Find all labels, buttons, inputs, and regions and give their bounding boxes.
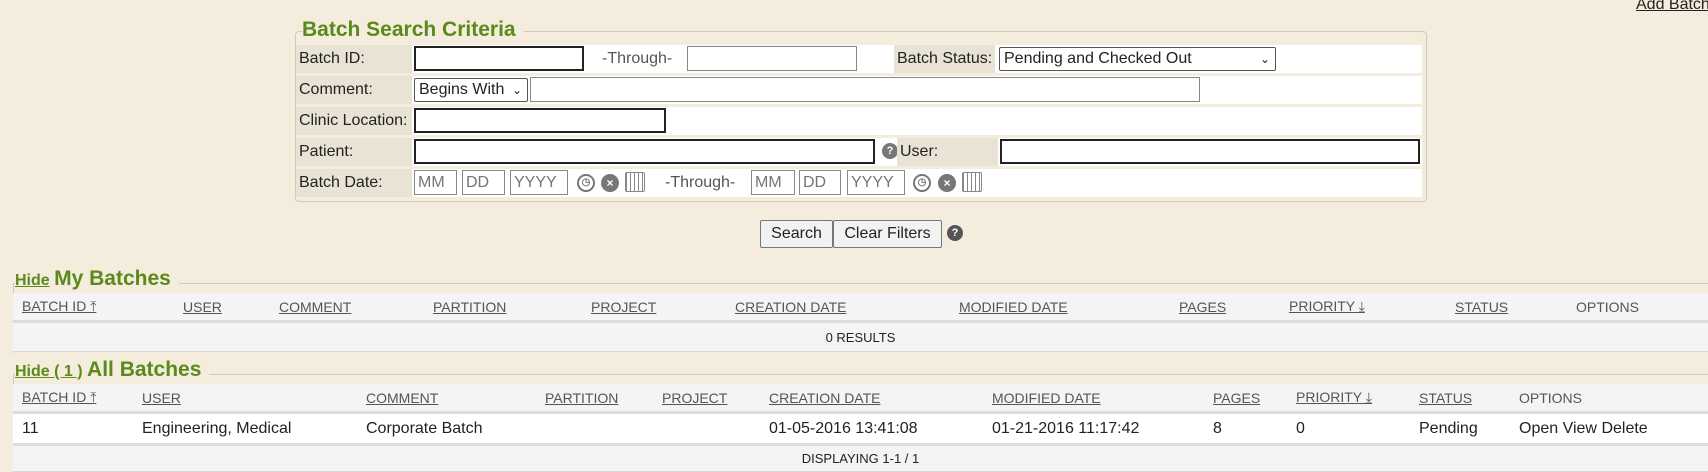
col-creation-date[interactable]: CREATION DATE — [735, 298, 847, 315]
date-to-month[interactable] — [751, 170, 795, 195]
col-partition[interactable]: PARTITION — [545, 389, 619, 406]
table-row: 11 Engineering, Medical Corporate Batch … — [13, 414, 1708, 446]
clear-icon[interactable]: × — [601, 174, 619, 192]
col-modified-date[interactable]: MODIFIED DATE — [959, 298, 1068, 315]
col-user[interactable]: USER — [142, 389, 181, 406]
batch-id-label: Batch ID: — [296, 45, 412, 73]
user-input[interactable] — [1000, 139, 1420, 164]
col-user[interactable]: USER — [183, 298, 222, 315]
cell-priority: 0 — [1296, 419, 1305, 437]
comment-mode-value: Begins With — [419, 81, 505, 98]
all-batches-header: BATCH ID ⤒ USER COMMENT PARTITION PROJEC… — [13, 384, 1708, 414]
clock-icon[interactable]: ◷ — [913, 174, 931, 192]
delete-link[interactable]: Delete — [1601, 419, 1648, 437]
row-batch-date: Batch Date: ◷ × -Through- ◷ × — [296, 169, 1422, 197]
col-pages[interactable]: PAGES — [1179, 298, 1227, 315]
my-batches-legend: Hide My Batches — [15, 267, 179, 291]
clear-filters-button[interactable]: Clear Filters — [833, 220, 942, 248]
date-to-year[interactable] — [847, 170, 905, 195]
row-comment: Comment: Begins With ⌄ — [296, 76, 1422, 104]
all-batches-footer: DISPLAYING 1-1 / 1 — [13, 446, 1708, 472]
col-comment[interactable]: COMMENT — [366, 389, 439, 406]
batch-id-from-input[interactable] — [414, 46, 584, 71]
cell-options: Open View Delete — [1510, 420, 1708, 438]
user-label: User: — [897, 138, 998, 166]
batch-date-label: Batch Date: — [296, 169, 412, 197]
clinic-location-input[interactable] — [414, 108, 666, 133]
batch-search-criteria: Batch Search Criteria Batch ID: -Through… — [295, 18, 1427, 202]
clear-icon[interactable]: × — [938, 174, 956, 192]
col-pages[interactable]: PAGES — [1213, 389, 1261, 406]
col-project[interactable]: PROJECT — [662, 389, 728, 406]
cell-status: Pending — [1419, 419, 1478, 437]
date-from-day[interactable] — [462, 170, 505, 195]
cell-user: Engineering, Medical — [142, 419, 292, 437]
calendar-icon[interactable] — [625, 172, 645, 192]
cell-pages: 8 — [1213, 419, 1222, 437]
col-partition[interactable]: PARTITION — [433, 298, 507, 315]
through-label: -Through- — [602, 50, 673, 67]
cell-creation-date: 01-05-2016 13:41:08 — [769, 419, 918, 437]
chevron-down-icon: ⌄ — [511, 83, 522, 97]
col-status[interactable]: STATUS — [1419, 389, 1473, 406]
date-to-day[interactable] — [799, 170, 841, 195]
comment-input[interactable] — [530, 77, 1200, 102]
pagination-status: DISPLAYING 1-1 / 1 — [801, 451, 920, 466]
help-icon[interactable]: ? — [947, 225, 963, 241]
open-link[interactable]: Open — [1519, 419, 1559, 437]
cell-comment: Corporate Batch — [366, 419, 483, 437]
my-batches-footer: 0 RESULTS — [13, 323, 1708, 352]
calendar-icon[interactable] — [962, 172, 982, 192]
col-batch-id[interactable]: BATCH ID ⤒ — [22, 389, 97, 405]
hide-all-batches-link[interactable]: Hide ( 1 ) — [15, 363, 83, 380]
col-priority[interactable]: PRIORITY ⤓ — [1289, 298, 1365, 314]
comment-label: Comment: — [296, 76, 412, 104]
col-project[interactable]: PROJECT — [591, 298, 657, 315]
criteria-title: Batch Search Criteria — [302, 18, 524, 42]
my-batches-header: BATCH ID ⤒ USER COMMENT PARTITION PROJEC… — [13, 293, 1708, 323]
results-count: 0 RESULTS — [825, 329, 896, 345]
col-batch-id[interactable]: BATCH ID ⤒ — [22, 298, 97, 314]
col-creation-date[interactable]: CREATION DATE — [769, 389, 881, 406]
all-batches-title: All Batches — [87, 358, 202, 381]
batch-id-to-input[interactable] — [687, 46, 857, 71]
cell-modified-date: 01-21-2016 11:17:42 — [992, 419, 1140, 437]
my-batches-title: My Batches — [54, 267, 171, 290]
date-from-month[interactable] — [414, 170, 457, 195]
date-through-label: -Through- — [665, 174, 736, 191]
add-batch-link[interactable]: Add Batch — [1636, 0, 1708, 13]
hide-my-batches-link[interactable]: Hide — [15, 272, 50, 289]
col-priority[interactable]: PRIORITY ⤓ — [1296, 389, 1372, 405]
cell-batch-id: 11 — [22, 419, 39, 437]
comment-mode-select[interactable]: Begins With ⌄ — [414, 78, 528, 102]
chevron-down-icon: ⌄ — [1259, 52, 1270, 66]
row-clinic: Clinic Location: — [296, 107, 1422, 135]
col-options: OPTIONS — [1576, 298, 1640, 315]
col-comment[interactable]: COMMENT — [279, 298, 352, 315]
batch-status-value: Pending and Checked Out — [1004, 50, 1192, 67]
col-modified-date[interactable]: MODIFIED DATE — [992, 389, 1101, 406]
col-options: OPTIONS — [1519, 389, 1583, 406]
batch-status-label: Batch Status: — [894, 45, 995, 73]
clinic-location-label: Clinic Location: — [296, 107, 412, 135]
col-status[interactable]: STATUS — [1455, 298, 1509, 315]
date-from-year[interactable] — [510, 170, 568, 195]
patient-input[interactable] — [414, 139, 875, 164]
view-link[interactable]: View — [1562, 419, 1597, 437]
search-button[interactable]: Search — [760, 220, 833, 248]
all-batches-legend: Hide ( 1 ) All Batches — [15, 358, 210, 382]
row-patient: Patient: ? User: — [296, 138, 1422, 166]
help-icon[interactable]: ? — [882, 143, 898, 159]
batch-status-select[interactable]: Pending and Checked Out ⌄ — [999, 47, 1276, 71]
patient-label: Patient: — [296, 138, 412, 166]
row-batch-id: Batch ID: -Through- Batch Status: Pendin… — [296, 45, 1422, 73]
clock-icon[interactable]: ◷ — [577, 174, 595, 192]
